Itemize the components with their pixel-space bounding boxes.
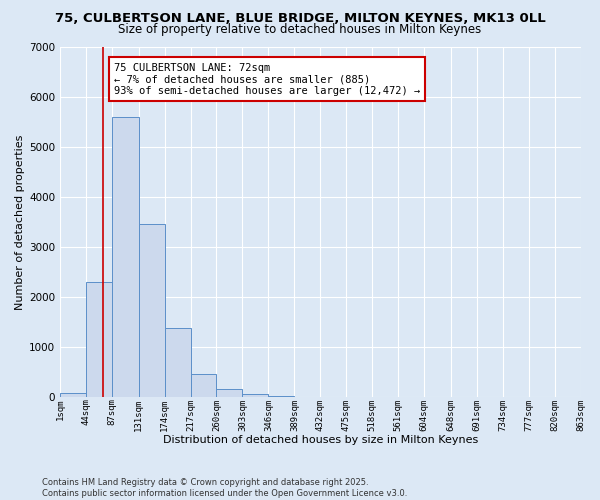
Text: Contains HM Land Registry data © Crown copyright and database right 2025.
Contai: Contains HM Land Registry data © Crown c… bbox=[42, 478, 407, 498]
Text: Size of property relative to detached houses in Milton Keynes: Size of property relative to detached ho… bbox=[118, 22, 482, 36]
Bar bbox=[217, 389, 242, 397]
Bar bbox=[86, 282, 112, 397]
Bar bbox=[139, 224, 164, 397]
Bar bbox=[112, 116, 139, 397]
Text: 75 CULBERTSON LANE: 72sqm
← 7% of detached houses are smaller (885)
93% of semi-: 75 CULBERTSON LANE: 72sqm ← 7% of detach… bbox=[114, 62, 420, 96]
Bar bbox=[268, 396, 295, 397]
Bar bbox=[164, 328, 191, 397]
Bar bbox=[242, 394, 268, 397]
Text: 75, CULBERTSON LANE, BLUE BRIDGE, MILTON KEYNES, MK13 0LL: 75, CULBERTSON LANE, BLUE BRIDGE, MILTON… bbox=[55, 12, 545, 26]
X-axis label: Distribution of detached houses by size in Milton Keynes: Distribution of detached houses by size … bbox=[163, 435, 478, 445]
Y-axis label: Number of detached properties: Number of detached properties bbox=[15, 134, 25, 310]
Bar bbox=[60, 394, 86, 397]
Bar bbox=[191, 374, 217, 397]
